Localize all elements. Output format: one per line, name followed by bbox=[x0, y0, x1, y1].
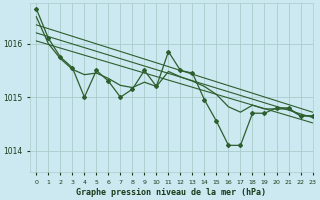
X-axis label: Graphe pression niveau de la mer (hPa): Graphe pression niveau de la mer (hPa) bbox=[76, 188, 267, 197]
